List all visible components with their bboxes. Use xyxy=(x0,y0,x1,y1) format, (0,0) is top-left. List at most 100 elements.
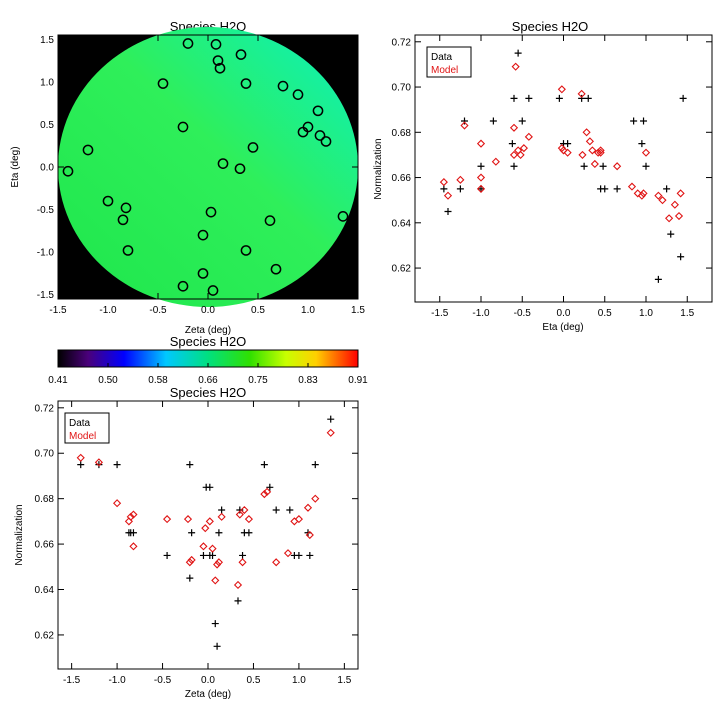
eta-data-point xyxy=(638,140,646,148)
map-pointing-circle xyxy=(197,229,209,241)
eta-model-point xyxy=(665,214,674,223)
map-pointing-circle xyxy=(217,158,229,169)
map-pointing-circle xyxy=(197,268,209,279)
map-pointing-circle xyxy=(205,206,217,218)
map-y-tick-label: -0.5 xyxy=(37,205,55,216)
eta-legend-box xyxy=(426,46,472,78)
eta-model-point xyxy=(443,191,453,200)
eta-data-point xyxy=(510,162,518,170)
eta-model-point xyxy=(641,148,651,157)
zeta-model-point xyxy=(305,530,314,540)
map-y-ticks: -1.5 -1.0 -0.5 0.0 0.5 1.0 1.5 xyxy=(37,35,358,301)
eta-model-point xyxy=(563,148,572,157)
eta-x-tick-label: -1.5 xyxy=(431,308,449,319)
eta-y-tick-label: 0.64 xyxy=(392,218,412,229)
zeta-model-point xyxy=(238,558,247,567)
zeta-data-point xyxy=(245,529,253,537)
eta-data-point xyxy=(640,117,648,125)
map-x-tick-label: 0.0 xyxy=(201,305,215,316)
zeta-model-point xyxy=(211,576,220,585)
zeta-y-tick-label: 0.66 xyxy=(35,540,55,551)
eta-data-point xyxy=(461,117,468,125)
eta-model-point xyxy=(578,150,587,160)
map-pointing-circle xyxy=(177,121,189,133)
map-x-tick-label: -0.5 xyxy=(149,305,167,316)
zeta-x-tick-label: -1.0 xyxy=(108,675,126,686)
zeta-data-point xyxy=(186,461,194,469)
colorbar-tick-label: 0.91 xyxy=(348,375,368,386)
map-pointing-circle xyxy=(214,62,226,74)
zeta-y-tick-label: 0.72 xyxy=(35,403,55,414)
eta-model-point xyxy=(476,184,486,193)
eta-x-tick-label: -0.5 xyxy=(514,308,532,319)
eta-scatter-marks xyxy=(439,49,687,283)
zeta-data-point xyxy=(266,483,274,491)
eta-data-point xyxy=(613,185,621,193)
eta-data-point xyxy=(578,94,586,102)
zeta-scatter-panel: Species H2O -1.5 -1.0 -0.5 0.0 0.5 1.0 1.5 0.6… xyxy=(14,385,359,700)
eta-data-point xyxy=(564,140,572,148)
zeta-data-point xyxy=(311,461,319,469)
zeta-data-point xyxy=(113,461,121,469)
eta-data-point xyxy=(642,162,650,170)
colorbar-tick-label: 0.66 xyxy=(198,375,218,386)
map-pointing-circle xyxy=(102,195,114,207)
map-pointing-circle xyxy=(240,245,252,256)
zeta-model-point xyxy=(294,515,303,524)
map-pointing-circle xyxy=(337,211,349,222)
eta-model-point xyxy=(476,139,486,148)
eta-model-point xyxy=(670,200,679,209)
eta-scatter-title: Species H2O xyxy=(512,19,589,34)
zeta-data-point xyxy=(272,506,280,514)
colorbar-tick-label: 0.41 xyxy=(48,375,68,386)
zeta-model-point xyxy=(113,499,122,508)
zeta-data-point xyxy=(186,574,194,582)
eta-data-point xyxy=(580,162,588,170)
eta-data-point xyxy=(667,230,675,238)
map-pointing-circle xyxy=(270,263,282,275)
eta-model-point xyxy=(509,123,519,132)
eta-model-point xyxy=(582,128,591,137)
eta-model-point xyxy=(460,121,469,130)
eta-model-point xyxy=(559,146,568,155)
eta-model-point xyxy=(613,162,622,171)
eta-model-point xyxy=(439,177,448,187)
zeta-data-point xyxy=(306,551,314,559)
eta-x-label: Eta (deg) xyxy=(542,322,583,333)
eta-model-point xyxy=(577,89,586,98)
zeta-x-tick-label: 1.5 xyxy=(337,675,351,686)
eta-model-point xyxy=(524,132,533,141)
eta-data-point xyxy=(518,117,526,125)
map-pointing-circle xyxy=(240,78,252,89)
eta-model-point xyxy=(633,189,642,198)
eta-data-point xyxy=(663,185,671,193)
zeta-model-point xyxy=(76,453,85,462)
eta-model-point xyxy=(676,189,685,198)
map-x-tick-label: 0.5 xyxy=(251,305,265,316)
zeta-x-tick-label: 1.0 xyxy=(292,675,306,686)
map-y-tick-label: -1.0 xyxy=(37,248,55,259)
map-y-label: Eta (deg) xyxy=(10,146,21,187)
map-x-tick-label: -1.5 xyxy=(49,305,67,316)
eta-data-point xyxy=(508,140,516,148)
colorbar-tick-label: 0.58 xyxy=(148,375,168,386)
eta-x-tick-label: 0.5 xyxy=(598,308,612,319)
zeta-model-point xyxy=(260,490,269,499)
colorbar-tick-label: 0.83 xyxy=(298,375,318,386)
eta-y-tick-label: 0.70 xyxy=(392,83,412,94)
map-pointing-circle xyxy=(277,80,289,92)
zeta-data-point xyxy=(260,461,268,469)
zeta-data-point xyxy=(95,461,103,469)
zeta-y-ticks: 0.62 0.64 0.66 0.68 0.70 0.72 xyxy=(35,403,358,641)
zeta-x-label: Zeta (deg) xyxy=(185,689,231,700)
map-x-tick-label: 1.0 xyxy=(301,305,315,316)
zeta-x-tick-label: -1.5 xyxy=(63,675,81,686)
colorbar-tick-label: 0.50 xyxy=(98,375,118,386)
map-x-ticks: -1.5 -1.0 -0.5 0.0 0.5 1.0 1.5 xyxy=(49,35,365,316)
eta-data-point xyxy=(525,94,533,102)
zeta-x-tick-label: 0.5 xyxy=(247,675,261,686)
eta-data-point xyxy=(599,162,607,170)
map-panel: Species H2O -1.5 -1.0 -0.5 0.0 0.5 1.0 1.5 -1.… xyxy=(10,19,365,336)
map-pointing-circle xyxy=(210,39,222,50)
eta-model-point xyxy=(654,191,663,200)
